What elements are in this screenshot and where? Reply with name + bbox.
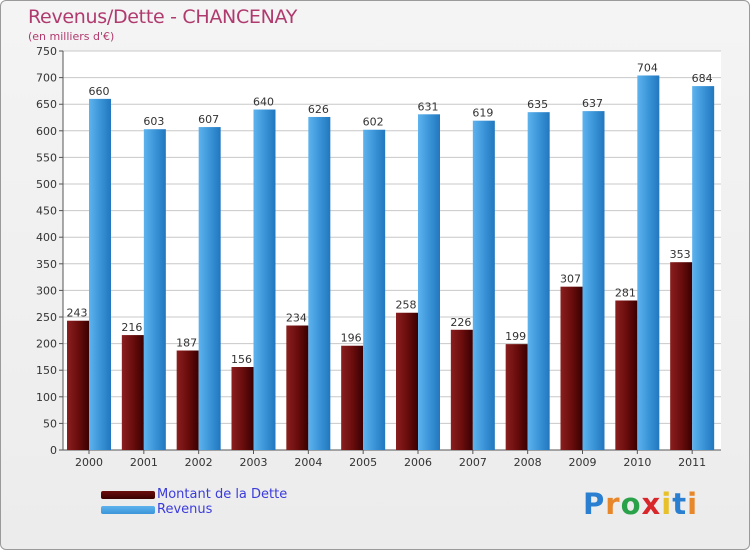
- data-label-revenue: 626: [308, 103, 329, 116]
- data-label-debt: 307: [560, 273, 581, 286]
- logo-letter: i: [661, 487, 673, 521]
- data-label-revenue: 660: [89, 85, 110, 98]
- data-label-revenue: 684: [692, 72, 713, 85]
- legend-swatch-debt: [101, 490, 155, 499]
- logo-letter: x: [641, 487, 662, 521]
- bar-revenue-2000: [89, 98, 111, 450]
- logo-letter: r: [605, 487, 621, 521]
- bar-revenue-2005: [363, 129, 386, 450]
- y-tick-label: 50: [43, 417, 57, 430]
- bar-debt-2006: [396, 312, 418, 450]
- data-label-revenue: 607: [198, 113, 219, 126]
- bar-revenue-2011: [692, 86, 715, 450]
- data-label-debt: 258: [396, 299, 417, 312]
- y-tick-label: 0: [50, 444, 57, 457]
- data-label-revenue: 640: [253, 96, 274, 109]
- x-tick-label: 2004: [294, 456, 322, 469]
- x-tick-label: 2007: [459, 456, 487, 469]
- chart-subtitle: (en milliers d'€): [28, 30, 115, 43]
- data-label-revenue: 602: [363, 116, 384, 129]
- data-label-debt: 199: [505, 330, 526, 343]
- bar-revenue-2001: [143, 129, 166, 451]
- bar-debt-2005: [341, 345, 364, 450]
- x-tick-label: 2008: [514, 456, 542, 469]
- legend-label-debt: Montant de la Dette: [157, 487, 288, 502]
- y-tick-label: 150: [36, 364, 57, 377]
- bar-revenue-2002: [198, 127, 221, 451]
- data-label-debt: 281: [615, 287, 636, 300]
- bar-revenue-2010: [637, 75, 660, 451]
- y-tick-label: 550: [36, 151, 57, 164]
- x-tick-label: 2003: [240, 456, 268, 469]
- logo-letter: o: [620, 487, 642, 521]
- logo-letter: t: [672, 487, 688, 521]
- data-label-debt: 156: [231, 353, 252, 366]
- bar-revenue-2009: [582, 111, 605, 450]
- x-tick-label: 2001: [130, 456, 158, 469]
- y-tick-label: 450: [36, 205, 57, 218]
- x-tick-label: 2005: [349, 456, 377, 469]
- proxiti-logo: Proxiti: [583, 487, 698, 521]
- logo-letter: i: [687, 487, 699, 521]
- legend-swatch-revenue: [101, 505, 155, 514]
- bar-debt-2003: [231, 367, 254, 450]
- y-tick-label: 350: [36, 258, 57, 271]
- x-tick-label: 2002: [185, 456, 213, 469]
- x-tick-label: 2000: [75, 456, 103, 469]
- chart-title: Revenus/Dette - CHANCENAY: [28, 6, 298, 28]
- y-tick-label: 700: [36, 72, 57, 85]
- data-label-revenue: 637: [582, 97, 603, 110]
- bar-debt-2008: [505, 344, 528, 450]
- y-tick-label: 100: [36, 391, 57, 404]
- legend-item-debt: Montant de la Dette: [101, 487, 287, 502]
- bar-revenue-2003: [253, 109, 276, 451]
- data-label-revenue: 635: [527, 98, 548, 111]
- y-tick-label: 200: [36, 338, 57, 351]
- bar-debt-2011: [670, 262, 693, 450]
- data-label-revenue: 704: [637, 61, 658, 74]
- x-tick-label: 2011: [678, 456, 706, 469]
- bar-revenue-2004: [308, 116, 331, 450]
- legend-item-revenue: Revenus: [101, 502, 287, 517]
- data-label-debt: 234: [286, 312, 307, 325]
- y-tick-label: 250: [36, 311, 57, 324]
- bar-debt-2000: [67, 320, 89, 450]
- data-label-debt: 196: [341, 332, 362, 345]
- data-label-debt: 243: [67, 307, 88, 320]
- data-label-debt: 216: [121, 321, 142, 334]
- bar-debt-2007: [450, 329, 473, 450]
- y-tick-label: 500: [36, 178, 57, 191]
- bar-debt-2010: [615, 300, 638, 450]
- data-label-revenue: 603: [143, 115, 164, 128]
- bar-debt-2002: [176, 350, 199, 450]
- x-tick-label: 2010: [623, 456, 651, 469]
- bar-revenue-2008: [527, 112, 550, 451]
- data-label-revenue: 619: [472, 107, 493, 120]
- legend: Montant de la Dette Revenus: [101, 487, 287, 517]
- y-tick-label: 300: [36, 284, 57, 297]
- y-tick-label: 750: [36, 45, 57, 58]
- y-tick-label: 650: [36, 98, 57, 111]
- y-tick-label: 600: [36, 125, 57, 138]
- bar-revenue-2007: [472, 120, 495, 450]
- bar-debt-2001: [121, 335, 144, 450]
- data-label-debt: 353: [670, 248, 691, 261]
- legend-label-revenue: Revenus: [157, 502, 213, 517]
- bar-revenue-2006: [418, 114, 440, 451]
- plot-area: [63, 51, 721, 450]
- data-label-debt: 187: [176, 337, 197, 350]
- data-label-debt: 226: [450, 316, 471, 329]
- y-tick-label: 400: [36, 231, 57, 244]
- data-label-revenue: 631: [418, 100, 439, 113]
- x-tick-label: 2006: [404, 456, 432, 469]
- logo-letter: P: [583, 487, 606, 521]
- bar-debt-2009: [560, 286, 583, 450]
- bar-debt-2004: [286, 325, 309, 450]
- x-tick-label: 2009: [569, 456, 597, 469]
